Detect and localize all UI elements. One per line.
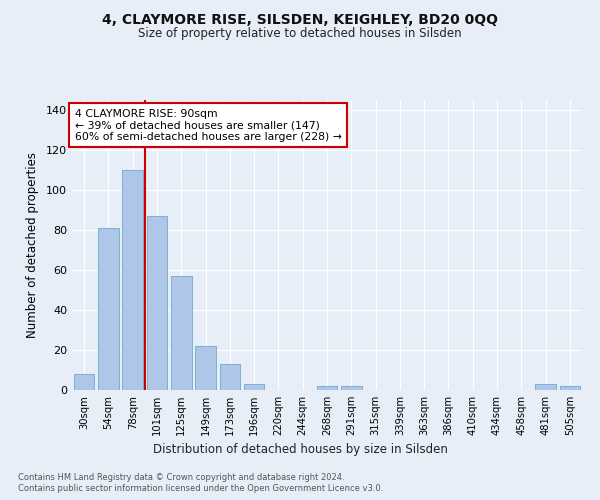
Bar	[341, 386, 362, 390]
Bar	[220, 364, 240, 390]
Bar	[146, 216, 167, 390]
Text: Distribution of detached houses by size in Silsden: Distribution of detached houses by size …	[152, 442, 448, 456]
Bar	[535, 384, 556, 390]
Text: Contains public sector information licensed under the Open Government Licence v3: Contains public sector information licen…	[18, 484, 383, 493]
Bar	[74, 374, 94, 390]
Bar	[244, 384, 265, 390]
Bar	[317, 386, 337, 390]
Bar	[560, 386, 580, 390]
Bar	[122, 170, 143, 390]
Bar	[171, 276, 191, 390]
Bar	[195, 346, 216, 390]
Text: Contains HM Land Registry data © Crown copyright and database right 2024.: Contains HM Land Registry data © Crown c…	[18, 472, 344, 482]
Text: 4 CLAYMORE RISE: 90sqm
← 39% of detached houses are smaller (147)
60% of semi-de: 4 CLAYMORE RISE: 90sqm ← 39% of detached…	[74, 108, 341, 142]
Text: Size of property relative to detached houses in Silsden: Size of property relative to detached ho…	[138, 28, 462, 40]
Y-axis label: Number of detached properties: Number of detached properties	[26, 152, 39, 338]
Bar	[98, 228, 119, 390]
Text: 4, CLAYMORE RISE, SILSDEN, KEIGHLEY, BD20 0QQ: 4, CLAYMORE RISE, SILSDEN, KEIGHLEY, BD2…	[102, 12, 498, 26]
